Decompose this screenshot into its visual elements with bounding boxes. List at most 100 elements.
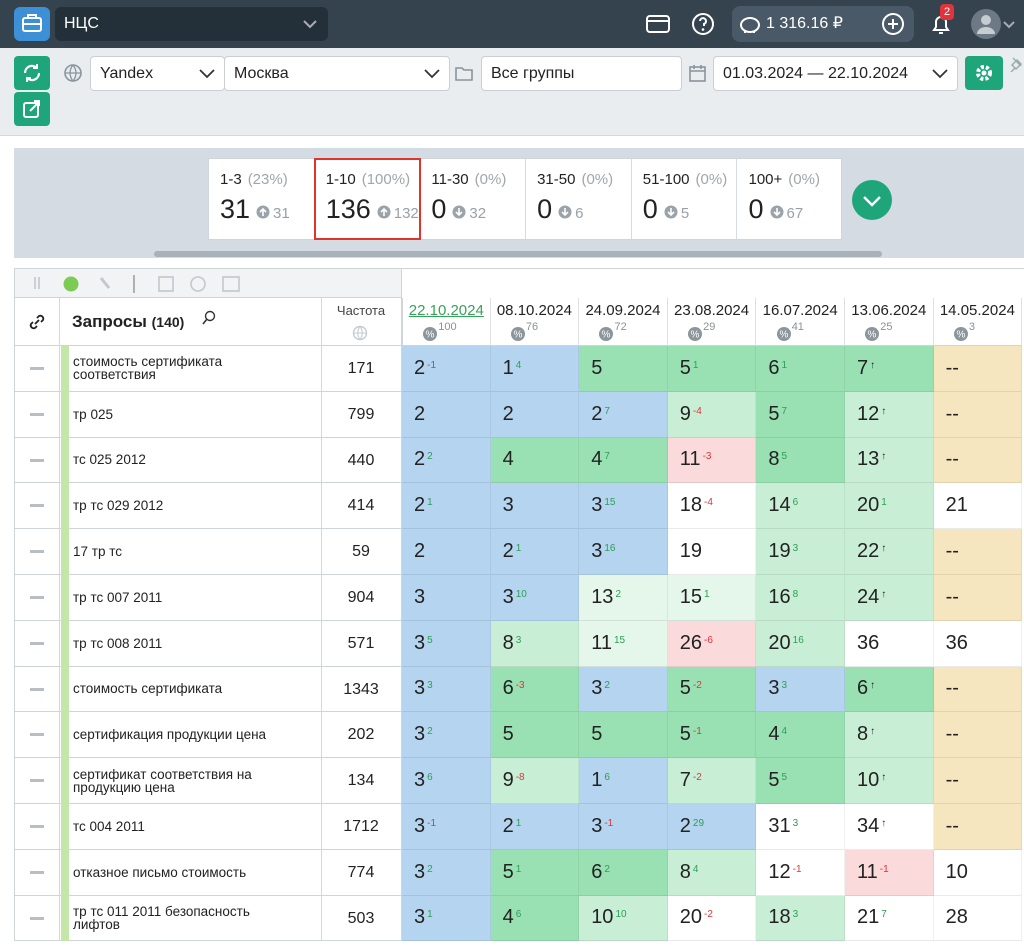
position-cell[interactable]: 217 — [845, 896, 934, 942]
position-cell[interactable]: -- — [934, 438, 1023, 484]
position-cell[interactable]: 3-1 — [402, 804, 491, 850]
position-cell[interactable]: 183 — [756, 896, 845, 942]
link-icon[interactable] — [27, 312, 47, 332]
position-cell[interactable]: 1010 — [579, 896, 668, 942]
query-row[interactable]: сертификат соответствия на продукцию цен… — [14, 758, 402, 804]
position-cell[interactable]: 5-1 — [668, 712, 757, 758]
period-select[interactable]: 01.03.2024 — 22.10.2024 — [713, 56, 958, 91]
position-cell[interactable]: 55 — [756, 758, 845, 804]
avatar[interactable] — [970, 8, 1002, 40]
position-cell[interactable]: 7↑ — [845, 346, 934, 392]
query-row[interactable]: стоимость сертификата соответствия171 — [14, 346, 402, 392]
position-cell[interactable]: 229 — [668, 804, 757, 850]
position-cell[interactable]: 32 — [402, 712, 491, 758]
position-cell[interactable]: 33 — [402, 667, 491, 713]
date-header[interactable]: 08.10.2024%76 — [491, 298, 580, 346]
position-cell[interactable]: 51 — [668, 346, 757, 392]
position-cell[interactable]: 3 — [491, 483, 580, 529]
position-cell[interactable]: -- — [934, 575, 1023, 621]
position-cell[interactable]: 1115 — [579, 621, 668, 667]
position-cell[interactable]: 6-3 — [491, 667, 580, 713]
position-cell[interactable]: 34↑ — [845, 804, 934, 850]
logo[interactable] — [14, 7, 50, 41]
position-cell[interactable]: 36 — [402, 758, 491, 804]
position-cell[interactable]: 5 — [491, 712, 580, 758]
position-cell[interactable]: 16 — [579, 758, 668, 804]
position-cell[interactable]: 44 — [756, 712, 845, 758]
date-header[interactable]: 23.08.2024%29 — [668, 298, 757, 346]
settings-button[interactable] — [965, 56, 1003, 90]
date-header[interactable]: 16.07.2024%41 — [756, 298, 845, 346]
position-cell[interactable]: 8↑ — [845, 712, 934, 758]
position-cell[interactable]: 36 — [845, 621, 934, 667]
position-cell[interactable]: 316 — [579, 529, 668, 575]
position-cell[interactable]: 57 — [756, 392, 845, 438]
summary-card[interactable]: 1-10(100%)136132 — [315, 159, 421, 239]
position-cell[interactable]: 21 — [934, 483, 1023, 529]
position-cell[interactable]: 193 — [756, 529, 845, 575]
position-cell[interactable]: 168 — [756, 575, 845, 621]
position-cell[interactable]: 51 — [491, 850, 580, 896]
position-cell[interactable]: 22↑ — [845, 529, 934, 575]
position-cell[interactable]: 85 — [756, 438, 845, 484]
date-header[interactable]: 22.10.2024%100 — [402, 298, 491, 346]
summary-card[interactable]: 11-30(0%)032 — [420, 159, 526, 239]
position-cell[interactable]: 10 — [934, 850, 1023, 896]
position-cell[interactable]: 2-1 — [402, 346, 491, 392]
position-cell[interactable]: 62 — [579, 850, 668, 896]
position-cell[interactable]: 21 — [491, 804, 580, 850]
query-row[interactable]: тс 025 2012440 — [14, 438, 402, 484]
position-cell[interactable]: 14 — [491, 346, 580, 392]
date-header[interactable]: 24.09.2024%72 — [579, 298, 668, 346]
position-cell[interactable]: -- — [934, 712, 1023, 758]
position-cell[interactable]: 313 — [756, 804, 845, 850]
region-select[interactable]: Москва — [224, 56, 450, 91]
position-cell[interactable]: 9-8 — [491, 758, 580, 804]
position-cell[interactable]: 26-6 — [668, 621, 757, 667]
position-cell[interactable]: 12-1 — [756, 850, 845, 896]
mail-icon[interactable] — [645, 12, 671, 36]
position-cell[interactable]: 11-3 — [668, 438, 757, 484]
date-header[interactable]: 14.05.2024%3 — [934, 298, 1023, 346]
query-row[interactable]: отказное письмо стоимость774 — [14, 850, 402, 896]
expand-button[interactable] — [852, 180, 892, 220]
date-header[interactable]: 13.06.2024%25 — [845, 298, 934, 346]
position-cell[interactable]: 5-2 — [668, 667, 757, 713]
query-row[interactable]: тр тс 029 2012414 — [14, 483, 402, 529]
position-cell[interactable]: 21 — [491, 529, 580, 575]
position-cell[interactable]: 151 — [668, 575, 757, 621]
pin-icon[interactable] — [1009, 56, 1023, 72]
position-cell[interactable]: 310 — [491, 575, 580, 621]
position-cell[interactable]: 22 — [402, 438, 491, 484]
position-cell[interactable]: 12↑ — [845, 392, 934, 438]
engine-select[interactable]: Yandex — [90, 56, 225, 91]
position-cell[interactable]: 31 — [402, 896, 491, 942]
position-cell[interactable]: 10↑ — [845, 758, 934, 804]
position-cell[interactable]: 28 — [934, 896, 1023, 942]
position-cell[interactable]: 47 — [579, 438, 668, 484]
query-row[interactable]: тр тс 011 2011 безопасность лифтов503 — [14, 896, 402, 942]
position-cell[interactable]: 2 — [491, 392, 580, 438]
position-cell[interactable]: 32 — [402, 850, 491, 896]
position-cell[interactable]: 19 — [668, 529, 757, 575]
position-cell[interactable]: 13↑ — [845, 438, 934, 484]
position-cell[interactable]: 21 — [402, 483, 491, 529]
position-cell[interactable]: -- — [934, 804, 1023, 850]
position-cell[interactable]: 35 — [402, 621, 491, 667]
position-cell[interactable]: 3-1 — [579, 804, 668, 850]
summary-card[interactable]: 51-100(0%)05 — [632, 159, 738, 239]
query-row[interactable]: стоимость сертификата1343 — [14, 667, 402, 713]
position-cell[interactable]: 11-1 — [845, 850, 934, 896]
add-icon[interactable] — [880, 11, 906, 37]
position-cell[interactable]: 201 — [845, 483, 934, 529]
position-cell[interactable]: -- — [934, 667, 1023, 713]
help-icon[interactable] — [690, 11, 716, 37]
position-cell[interactable]: 4 — [491, 438, 580, 484]
position-cell[interactable]: 20-2 — [668, 896, 757, 942]
position-cell[interactable]: 132 — [579, 575, 668, 621]
position-cell[interactable]: 18-4 — [668, 483, 757, 529]
position-cell[interactable]: 33 — [756, 667, 845, 713]
summary-card[interactable]: 31-50(0%)06 — [526, 159, 632, 239]
query-row[interactable]: тр 025799 — [14, 392, 402, 438]
refresh-button[interactable] — [14, 56, 50, 90]
